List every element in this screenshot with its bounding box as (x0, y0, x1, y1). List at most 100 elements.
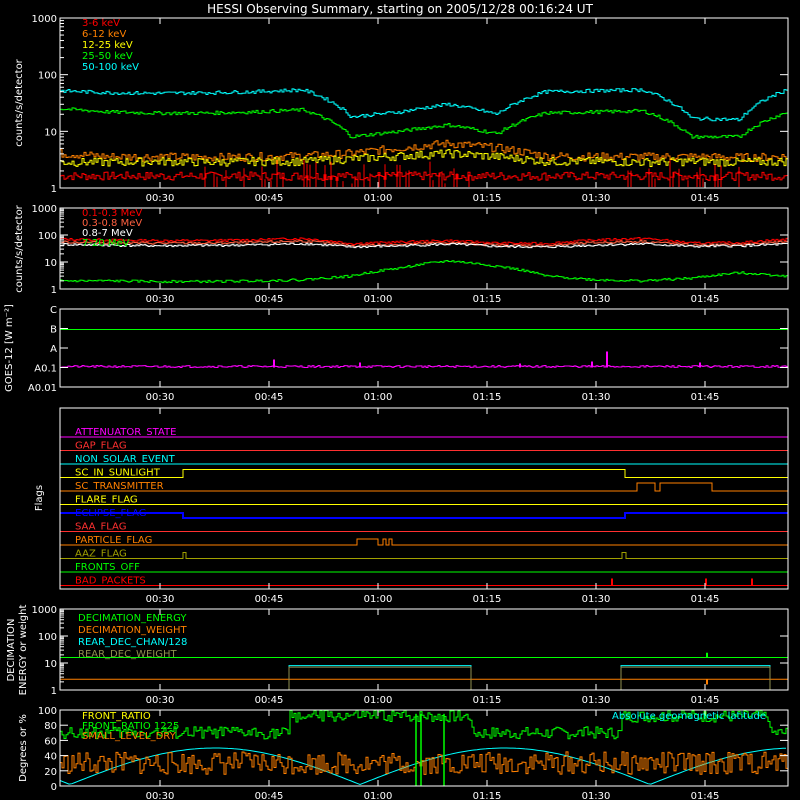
panel-flags-label-10: FRONTS_OFF (75, 562, 140, 573)
panel-goes-xtick-label: 00:45 (255, 392, 284, 403)
panel-lowE-xtick-label: 01:00 (364, 193, 393, 204)
panel-ratio-xtick-label: 01:30 (582, 791, 611, 800)
panel-decimation-ytick-label: 100 (38, 632, 57, 643)
panel-flags-xtick-label: 01:30 (582, 594, 611, 605)
panel-ratio-legend-1: FRONT_RATIO 1225 (82, 721, 179, 732)
panel-ratio-legend-0: FRONT_RATIO (82, 711, 151, 722)
panel-lowE-xtick-label: 00:30 (146, 193, 175, 204)
panel-flags-xtick-label: 01:15 (473, 594, 502, 605)
panel-lowE-ytick-label: 100 (38, 71, 57, 82)
panel-flags-xtick-label: 00:30 (146, 594, 175, 605)
panel-lowE-xtick-label: 00:45 (255, 193, 284, 204)
panel-lowE: 00:30 00:45 01:00 01:15 01:30 01:45 1 10 100 1000… (14, 14, 789, 204)
panel-goes-xtick-label: 00:30 (146, 392, 175, 403)
panel-flags-frame (59, 407, 789, 590)
panel-ratio-legend-2: SMALL_LEVEL_DRY (82, 731, 177, 742)
panel-lowE-ytick-label: 10 (44, 127, 57, 138)
panel-ratio-ytick-label: 100 (38, 706, 57, 717)
panel-lowE-series-0 (60, 171, 789, 181)
panel-decimation-xtick-label: 00:30 (146, 695, 175, 706)
panel-flags-flag-3 (60, 469, 788, 478)
panel-ratio-frame (59, 709, 789, 787)
panel-flags-flag-9 (60, 552, 788, 559)
panel-decimation-ytick-label: 10 (44, 659, 57, 670)
panel-ratio-series-3 (59, 747, 787, 786)
panel-ratio-series-2 (60, 751, 789, 775)
panel-flags-label-1: GAP_FLAG (75, 441, 127, 452)
panel-decimation-ytick-label: 1 (51, 686, 57, 697)
panel-decimation-legend-1: DECIMATION_WEIGHT (78, 625, 187, 636)
panel-ratio-ytick-label: 0 (51, 782, 57, 793)
panel-highE-ytick-label: 1000 (32, 204, 57, 215)
panel-lowE-series-2 (60, 149, 789, 167)
panel-highE-ytick-label: 100 (38, 231, 57, 242)
panel-ratio-xtick-label: 00:30 (146, 791, 175, 800)
panel-flags-label-3: SC_IN_SUNLIGHT (75, 468, 161, 479)
panel-goes-xtick-label: 01:15 (473, 392, 502, 403)
panel-lowE-series-3 (60, 107, 789, 139)
panel-goes-xtick-label: 01:45 (691, 392, 720, 403)
panel-flags-flag-6 (60, 512, 788, 519)
panel-lowE-ytick-label: 1 (51, 184, 57, 195)
panel-goes-series-1 (60, 365, 789, 368)
panel-highE-legend-2: 0.8-7 MeV (82, 228, 133, 239)
panel-highE-series-3 (60, 259, 789, 284)
panel-decimation-xtick-label: 01:45 (691, 695, 720, 706)
panel-ratio-ytick-label: 40 (44, 752, 57, 763)
panel-goes-xtick-label: 01:30 (582, 392, 611, 403)
panel-goes-ylabel: GOES-12 [W m⁻²] (4, 304, 15, 392)
panel-highE-xtick-label: 01:45 (691, 294, 720, 305)
panel-flags-label-7: SAA_FLAG (75, 522, 126, 533)
panel-decimation-legend-2: REAR_DEC_CHAN/128 (78, 637, 187, 648)
panel-lowE-xtick-label: 01:45 (691, 193, 720, 204)
panel-decimation: 00:30 00:45 01:00 01:15 01:30 01:45 1 10 100 1000… (6, 605, 789, 706)
panel-highE-xtick-label: 00:45 (255, 294, 284, 305)
panel-lowE-series-4 (60, 88, 789, 122)
panel-goes-ytick-label: A0.01 (28, 383, 57, 394)
panel-ratio-ytick-label: 80 (44, 721, 57, 732)
figure-title: HESSI Observing Summary, starting on 200… (207, 2, 593, 16)
panel-ratio-xtick-label: 01:45 (691, 791, 720, 800)
panel-goes-ytick-label: C (50, 305, 57, 316)
panel-lowE-legend-0: 3-6 keV (82, 18, 120, 29)
panel-ratio-xtick-label: 01:00 (364, 791, 393, 800)
panel-ratio-legend-3: Absolute geomagnetic latitude (612, 711, 766, 722)
panel-flags-label-6: ECLIPSE_FLAG (75, 508, 146, 519)
panel-flags-label-5: FLARE_FLAG (75, 495, 138, 506)
panel-ratio-series-1 (60, 709, 789, 740)
panel-lowE-legend-2: 12-25 keV (82, 40, 133, 51)
panel-goes: 00:30 00:45 01:00 01:15 01:30 01:45 A0.01 A0.1 A… (4, 304, 789, 403)
panel-lowE-series-1 (60, 139, 789, 163)
panel-flags-label-2: NON_SOLAR_EVENT (75, 454, 176, 465)
panel-ratio-ytick-label: 20 (44, 767, 57, 778)
panel-highE-legend-1: 0.3-0.8 MeV (82, 218, 142, 229)
panel-ratio-ytick-label: 60 (44, 736, 57, 747)
panel-decimation-legend-3: REAR_DEC_WEIGHT (78, 649, 177, 660)
panel-decimation-xtick-label: 01:00 (364, 695, 393, 706)
panel-highE-series-2 (60, 242, 789, 249)
panel-flags-flag-8 (60, 538, 788, 546)
panel-goes-ytick-label: A (50, 344, 57, 355)
panel-decimation-ylabel-line1: DECIMATION (6, 618, 17, 681)
panel-highE-ytick-label: 1 (51, 285, 57, 296)
panel-highE-ylabel: counts/s/detector (14, 204, 25, 292)
panel-highE-ytick-label: 10 (44, 258, 57, 269)
panel-flags-label-9: AAZ_FLAG (75, 549, 127, 560)
panel-lowE-ylabel: counts/s/detector (14, 58, 25, 146)
panel-lowE-legend-1: 6-12 keV (82, 29, 126, 40)
panel-flags-label-11: BAD_PACKETS (75, 576, 146, 587)
panel-lowE-frame (59, 17, 789, 189)
panel-ratio: 00:30 00:45 01:00 01:15 01:30 01:45 0 20 40 60 80 1… (18, 706, 789, 800)
panel-flags-label-8: PARTICLE_FLAG (75, 535, 152, 546)
panel-highE-legend-3: 7-20 MeV (82, 238, 130, 249)
panel-flags-flag-4 (60, 482, 788, 492)
panel-highE-series-1 (60, 239, 789, 248)
panel-decimation-ytick-label: 1000 (32, 605, 57, 616)
panel-goes-xtick-label: 01:00 (364, 392, 393, 403)
panel-decimation-xtick-label: 00:45 (255, 695, 284, 706)
panel-decimation-xtick-label: 01:30 (582, 695, 611, 706)
panel-highE-xtick-label: 00:30 (146, 294, 175, 305)
panel-highE-frame (59, 207, 789, 290)
panel-goes-ytick-label: B (50, 325, 57, 336)
